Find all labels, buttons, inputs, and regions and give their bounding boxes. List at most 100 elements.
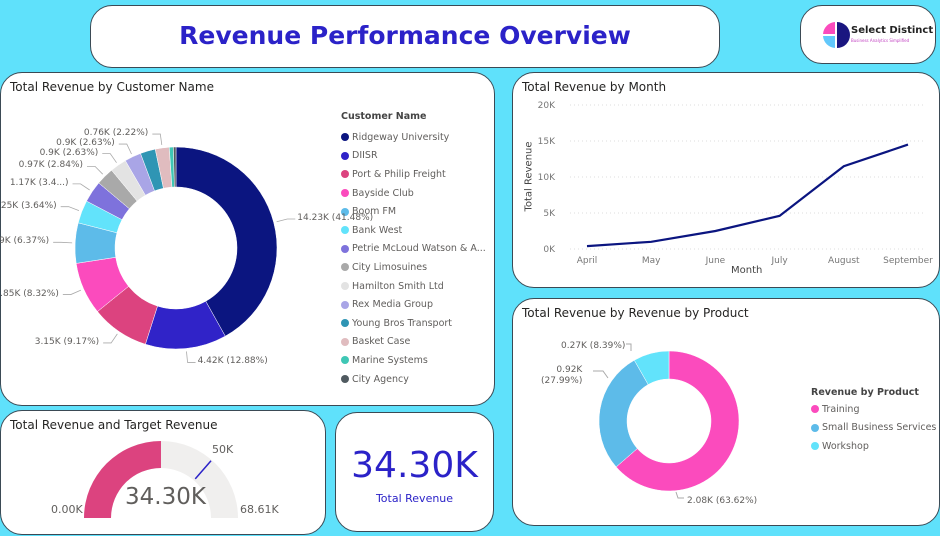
legend-label: DIISR xyxy=(352,150,378,161)
product-legend: Revenue by Product Training Small Busines… xyxy=(811,387,936,456)
legend-item[interactable]: DIISR xyxy=(341,147,486,166)
legend-item[interactable]: Port & Philip Freight xyxy=(341,165,486,184)
data-label: 0.9K (2.63%) xyxy=(56,138,115,149)
leader-line xyxy=(63,290,81,294)
revenue-line xyxy=(587,145,908,247)
logo-name: Select Distinct xyxy=(851,25,933,36)
legend-dot-icon xyxy=(341,170,349,178)
kpi-card: 34.30K Total Revenue xyxy=(335,412,494,532)
legend-item[interactable]: Petrie McLoud Watson & A... xyxy=(341,240,486,259)
legend-label: Marine Systems xyxy=(352,355,428,366)
data-label: 4.42K (12.88%) xyxy=(198,356,268,367)
legend-dot-icon xyxy=(341,152,349,160)
gauge-target: 50K xyxy=(212,444,233,455)
product-chart-card: Total Revenue by Revenue by Product Reve… xyxy=(512,298,940,526)
legend-label: Bank West xyxy=(352,225,402,236)
y-tick-label: 10K xyxy=(538,173,556,183)
legend-dot-icon xyxy=(341,301,349,309)
data-label: 1.25K (3.64%) xyxy=(0,201,57,212)
logo-icon xyxy=(821,20,851,50)
leader-line xyxy=(152,134,162,145)
legend-label: Training xyxy=(822,404,860,415)
data-label: 2.19K (6.37%) xyxy=(0,236,49,247)
data-label: 0.9K (2.63%) xyxy=(40,148,99,159)
title-card: Revenue Performance Overview xyxy=(90,5,720,68)
legend-label: Ridgeway University xyxy=(352,132,449,143)
kpi-label: Total Revenue xyxy=(336,492,493,505)
legend-dot-icon xyxy=(341,245,349,253)
legend-item[interactable]: Workshop xyxy=(811,437,936,456)
gauge-min: 0.00K xyxy=(51,504,83,515)
legend-label: City Limosuines xyxy=(352,262,427,273)
leader-line xyxy=(626,344,631,351)
legend-label: City Agency xyxy=(352,374,409,385)
legend-dot-icon xyxy=(811,405,819,413)
legend-item[interactable]: Small Business Services xyxy=(811,419,936,438)
legend-item[interactable]: Hamilton Smith Ltd xyxy=(341,277,486,296)
x-tick-label: July xyxy=(771,256,789,266)
y-tick-label: 15K xyxy=(538,137,556,147)
legend-title: Customer Name xyxy=(341,111,486,122)
legend-label: Young Bros Transport xyxy=(352,318,452,329)
legend-dot-icon xyxy=(811,442,819,450)
leader-line xyxy=(676,492,684,498)
data-label: 0.27K (8.39%) xyxy=(561,341,625,352)
legend-item[interactable]: Basket Case xyxy=(341,333,486,352)
leader-line xyxy=(87,166,103,174)
legend-label: Petrie McLoud Watson & A... xyxy=(352,243,486,254)
kpi-value: 34.30K xyxy=(336,445,493,486)
x-tick-label: September xyxy=(883,256,933,266)
data-label: 0.76K (2.22%) xyxy=(84,128,148,139)
x-axis-label: Month xyxy=(731,265,762,276)
legend-title: Revenue by Product xyxy=(811,387,936,398)
y-axis-label: Total Revenue xyxy=(524,137,535,217)
data-label: 14.23K (41.48%) xyxy=(297,213,373,224)
leader-line xyxy=(593,371,608,378)
legend-dot-icon xyxy=(341,338,349,346)
legend-dot-icon xyxy=(341,282,349,290)
y-tick-label: 5K xyxy=(543,209,556,219)
revenue-gauge xyxy=(1,411,327,536)
legend-dot-icon xyxy=(341,189,349,197)
customer-legend: Customer Name Ridgeway University DIISR Po… xyxy=(341,111,486,388)
legend-dot-icon xyxy=(341,226,349,234)
gauge-value: 34.30K xyxy=(125,484,206,510)
x-tick-label: June xyxy=(705,256,726,266)
leader-line xyxy=(61,207,79,211)
legend-item[interactable]: City Limosuines xyxy=(341,258,486,277)
x-tick-label: August xyxy=(828,256,860,266)
legend-dot-icon xyxy=(341,356,349,364)
legend-item[interactable]: Ridgeway University xyxy=(341,128,486,147)
leader-line xyxy=(119,144,132,154)
legend-item[interactable]: Bayside Club xyxy=(341,184,486,203)
leader-line xyxy=(186,351,195,362)
legend-label: Hamilton Smith Ltd xyxy=(352,281,444,292)
legend-item[interactable]: City Agency xyxy=(341,370,486,389)
legend-item[interactable]: Young Bros Transport xyxy=(341,314,486,333)
legend-item[interactable]: Rex Media Group xyxy=(341,295,486,314)
leader-line xyxy=(103,334,117,343)
legend-item[interactable]: Training xyxy=(811,400,936,419)
leader-line xyxy=(53,242,72,243)
data-label: 3.15K (9.17%) xyxy=(35,337,99,348)
legend-label: Small Business Services xyxy=(822,422,936,433)
legend-dot-icon xyxy=(341,263,349,271)
data-label: 1.17K (3.4...) xyxy=(10,178,69,189)
y-tick-label: 0K xyxy=(543,245,556,255)
legend-label: Rex Media Group xyxy=(352,299,433,310)
legend-label: Basket Case xyxy=(352,336,410,347)
leader-line xyxy=(102,154,116,163)
legend-label: Workshop xyxy=(822,441,869,452)
data-label: 2.85K (8.32%) xyxy=(0,289,59,300)
data-label: 2.08K (63.62%) xyxy=(687,496,757,507)
leader-line xyxy=(73,184,90,190)
x-tick-label: April xyxy=(577,256,598,266)
logo-card: Select Distinct Business Analytics Simpl… xyxy=(800,5,936,64)
legend-label: Port & Philip Freight xyxy=(352,169,446,180)
legend-item[interactable]: Marine Systems xyxy=(341,351,486,370)
legend-dot-icon xyxy=(811,424,819,432)
x-tick-label: May xyxy=(642,256,661,266)
gauge-card: Total Revenue and Target Revenue 34.30K … xyxy=(0,410,326,535)
